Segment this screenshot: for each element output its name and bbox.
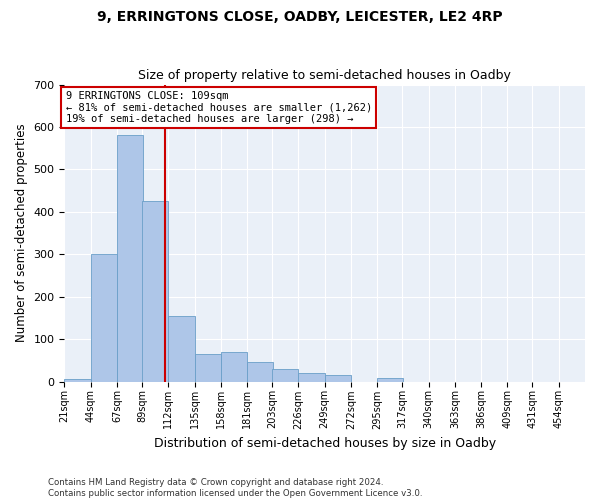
X-axis label: Distribution of semi-detached houses by size in Oadby: Distribution of semi-detached houses by … (154, 437, 496, 450)
Bar (194, 354, 221, 382)
Bar (142, 201, 168, 382)
Text: 9, ERRINGTONS CLOSE, OADBY, LEICESTER, LE2 4RP: 9, ERRINGTONS CLOSE, OADBY, LEICESTER, L… (97, 10, 503, 24)
Bar (298, 373, 325, 382)
Bar (325, 375, 351, 382)
Bar (377, 378, 403, 382)
Bar (247, 362, 274, 382)
Bar (221, 352, 247, 382)
Bar (91, 254, 117, 382)
Bar (64, 380, 91, 382)
Text: 9 ERRINGTONS CLOSE: 109sqm
← 81% of semi-detached houses are smaller (1,262)
19%: 9 ERRINGTONS CLOSE: 109sqm ← 81% of semi… (65, 91, 372, 124)
Bar (272, 369, 298, 382)
Bar (168, 316, 194, 382)
Title: Size of property relative to semi-detached houses in Oadby: Size of property relative to semi-detach… (138, 69, 511, 82)
Text: Contains HM Land Registry data © Crown copyright and database right 2024.
Contai: Contains HM Land Registry data © Crown c… (48, 478, 422, 498)
Bar (117, 136, 143, 382)
Y-axis label: Number of semi-detached properties: Number of semi-detached properties (15, 124, 28, 342)
